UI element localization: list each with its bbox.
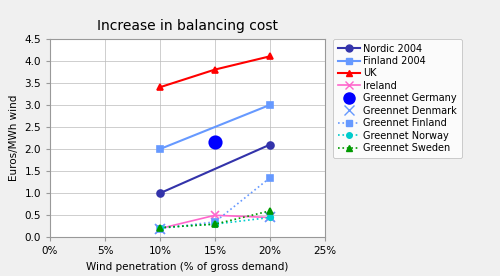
Legend: Nordic 2004, Finland 2004, UK, Ireland, Greennet Germany, Greennet Denmark, Gree: Nordic 2004, Finland 2004, UK, Ireland, … <box>333 39 462 158</box>
Y-axis label: Euros/MWh wind: Euros/MWh wind <box>9 95 19 181</box>
Title: Increase in balancing cost: Increase in balancing cost <box>97 19 278 33</box>
X-axis label: Wind penetration (% of gross demand): Wind penetration (% of gross demand) <box>86 262 288 272</box>
